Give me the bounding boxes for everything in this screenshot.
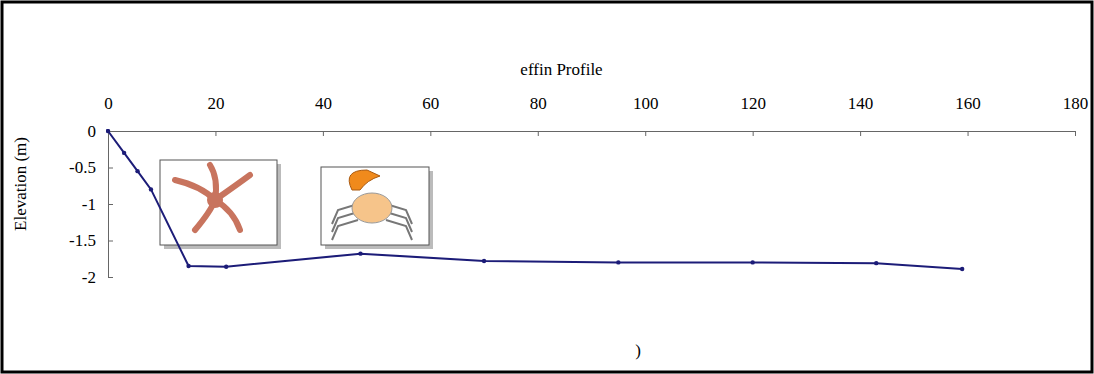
x-tick-label: 120 bbox=[740, 94, 766, 113]
x-tick: 0 bbox=[104, 94, 113, 136]
y-tick-mark bbox=[108, 241, 113, 242]
x-tick-label: 80 bbox=[530, 94, 547, 113]
profile-point bbox=[750, 260, 754, 264]
chart-title: effin Profile bbox=[520, 60, 602, 79]
x-tick: 160 bbox=[955, 94, 981, 136]
icon-box bbox=[160, 160, 277, 245]
profile-line bbox=[108, 131, 962, 269]
y-tick: -0.5 bbox=[69, 158, 113, 177]
x-tick: 20 bbox=[207, 94, 224, 136]
x-tick-mark bbox=[215, 131, 216, 136]
x-tick-label: 160 bbox=[955, 94, 981, 113]
profile-point bbox=[358, 251, 362, 255]
profile-point bbox=[135, 169, 139, 173]
x-tick-label: 60 bbox=[422, 94, 439, 113]
y-tick: -1.5 bbox=[69, 231, 113, 250]
y-tick-label: -0.5 bbox=[69, 158, 96, 177]
chart-root: effin Profile 0 20 40 60 80 100 120 140 160 180 0 -0… bbox=[0, 0, 1094, 374]
x-tick: 80 bbox=[530, 94, 547, 136]
x-axis-line bbox=[109, 131, 1076, 132]
x-tick-mark bbox=[860, 131, 861, 136]
x-tick-label: 20 bbox=[207, 94, 224, 113]
crab-icon bbox=[332, 170, 412, 240]
x-tick: 140 bbox=[848, 94, 874, 136]
frame bbox=[2, 2, 1092, 372]
x-tick-label: 0 bbox=[104, 94, 113, 113]
profile-point bbox=[149, 187, 153, 191]
x-tick-mark bbox=[323, 131, 324, 136]
x-axis: 0 20 40 60 80 100 120 140 160 180 bbox=[104, 94, 1088, 136]
y-tick-label: -1.5 bbox=[69, 231, 96, 250]
crab-leg bbox=[386, 220, 412, 240]
profile-point bbox=[224, 265, 228, 269]
profile-point bbox=[616, 260, 620, 264]
y-tick-label: -1 bbox=[82, 195, 96, 214]
profile-point bbox=[874, 261, 878, 265]
starfish-body bbox=[207, 192, 223, 208]
x-tick-label: 100 bbox=[633, 94, 659, 113]
profile-point bbox=[186, 264, 190, 268]
profile-point bbox=[482, 259, 486, 263]
crab-leg bbox=[332, 220, 358, 240]
crab-body bbox=[352, 193, 392, 223]
y-tick-label: 0 bbox=[88, 122, 97, 141]
plot-area bbox=[106, 129, 964, 271]
y-axis-title: Elevation (m) bbox=[11, 137, 30, 231]
x-tick: 120 bbox=[740, 94, 766, 136]
x-tick: 40 bbox=[315, 94, 332, 136]
y-tick-label: -2 bbox=[82, 268, 96, 287]
starfish-icon bbox=[175, 165, 250, 230]
y-tick-mark bbox=[108, 277, 113, 278]
x-tick-mark bbox=[645, 131, 646, 136]
icon-box bbox=[321, 167, 429, 245]
y-tick-mark bbox=[108, 204, 113, 205]
x-tick-label: 180 bbox=[1063, 94, 1089, 113]
x-tick-mark bbox=[430, 131, 431, 136]
x-tick-label: 140 bbox=[848, 94, 874, 113]
x-tick-label: 40 bbox=[315, 94, 332, 113]
x-tick: 60 bbox=[422, 94, 439, 136]
profile-point bbox=[960, 267, 964, 271]
y-tick-mark bbox=[108, 168, 113, 169]
x-axis-title: ) bbox=[635, 341, 641, 360]
x-tick-mark bbox=[538, 131, 539, 136]
crab-claw bbox=[349, 170, 380, 190]
x-tick-mark bbox=[753, 131, 754, 136]
y-tick: -2 bbox=[82, 268, 113, 287]
y-axis: 0 -0.5 -1 -1.5 -2 bbox=[69, 122, 113, 287]
x-tick: 180 bbox=[1063, 94, 1089, 136]
x-tick-mark bbox=[1075, 131, 1076, 136]
x-tick-mark bbox=[968, 131, 969, 136]
y-tick: -1 bbox=[82, 195, 113, 214]
y-tick: 0 bbox=[88, 122, 114, 141]
x-tick: 100 bbox=[633, 94, 659, 136]
profile-point bbox=[106, 129, 110, 133]
profile-point bbox=[122, 151, 126, 155]
